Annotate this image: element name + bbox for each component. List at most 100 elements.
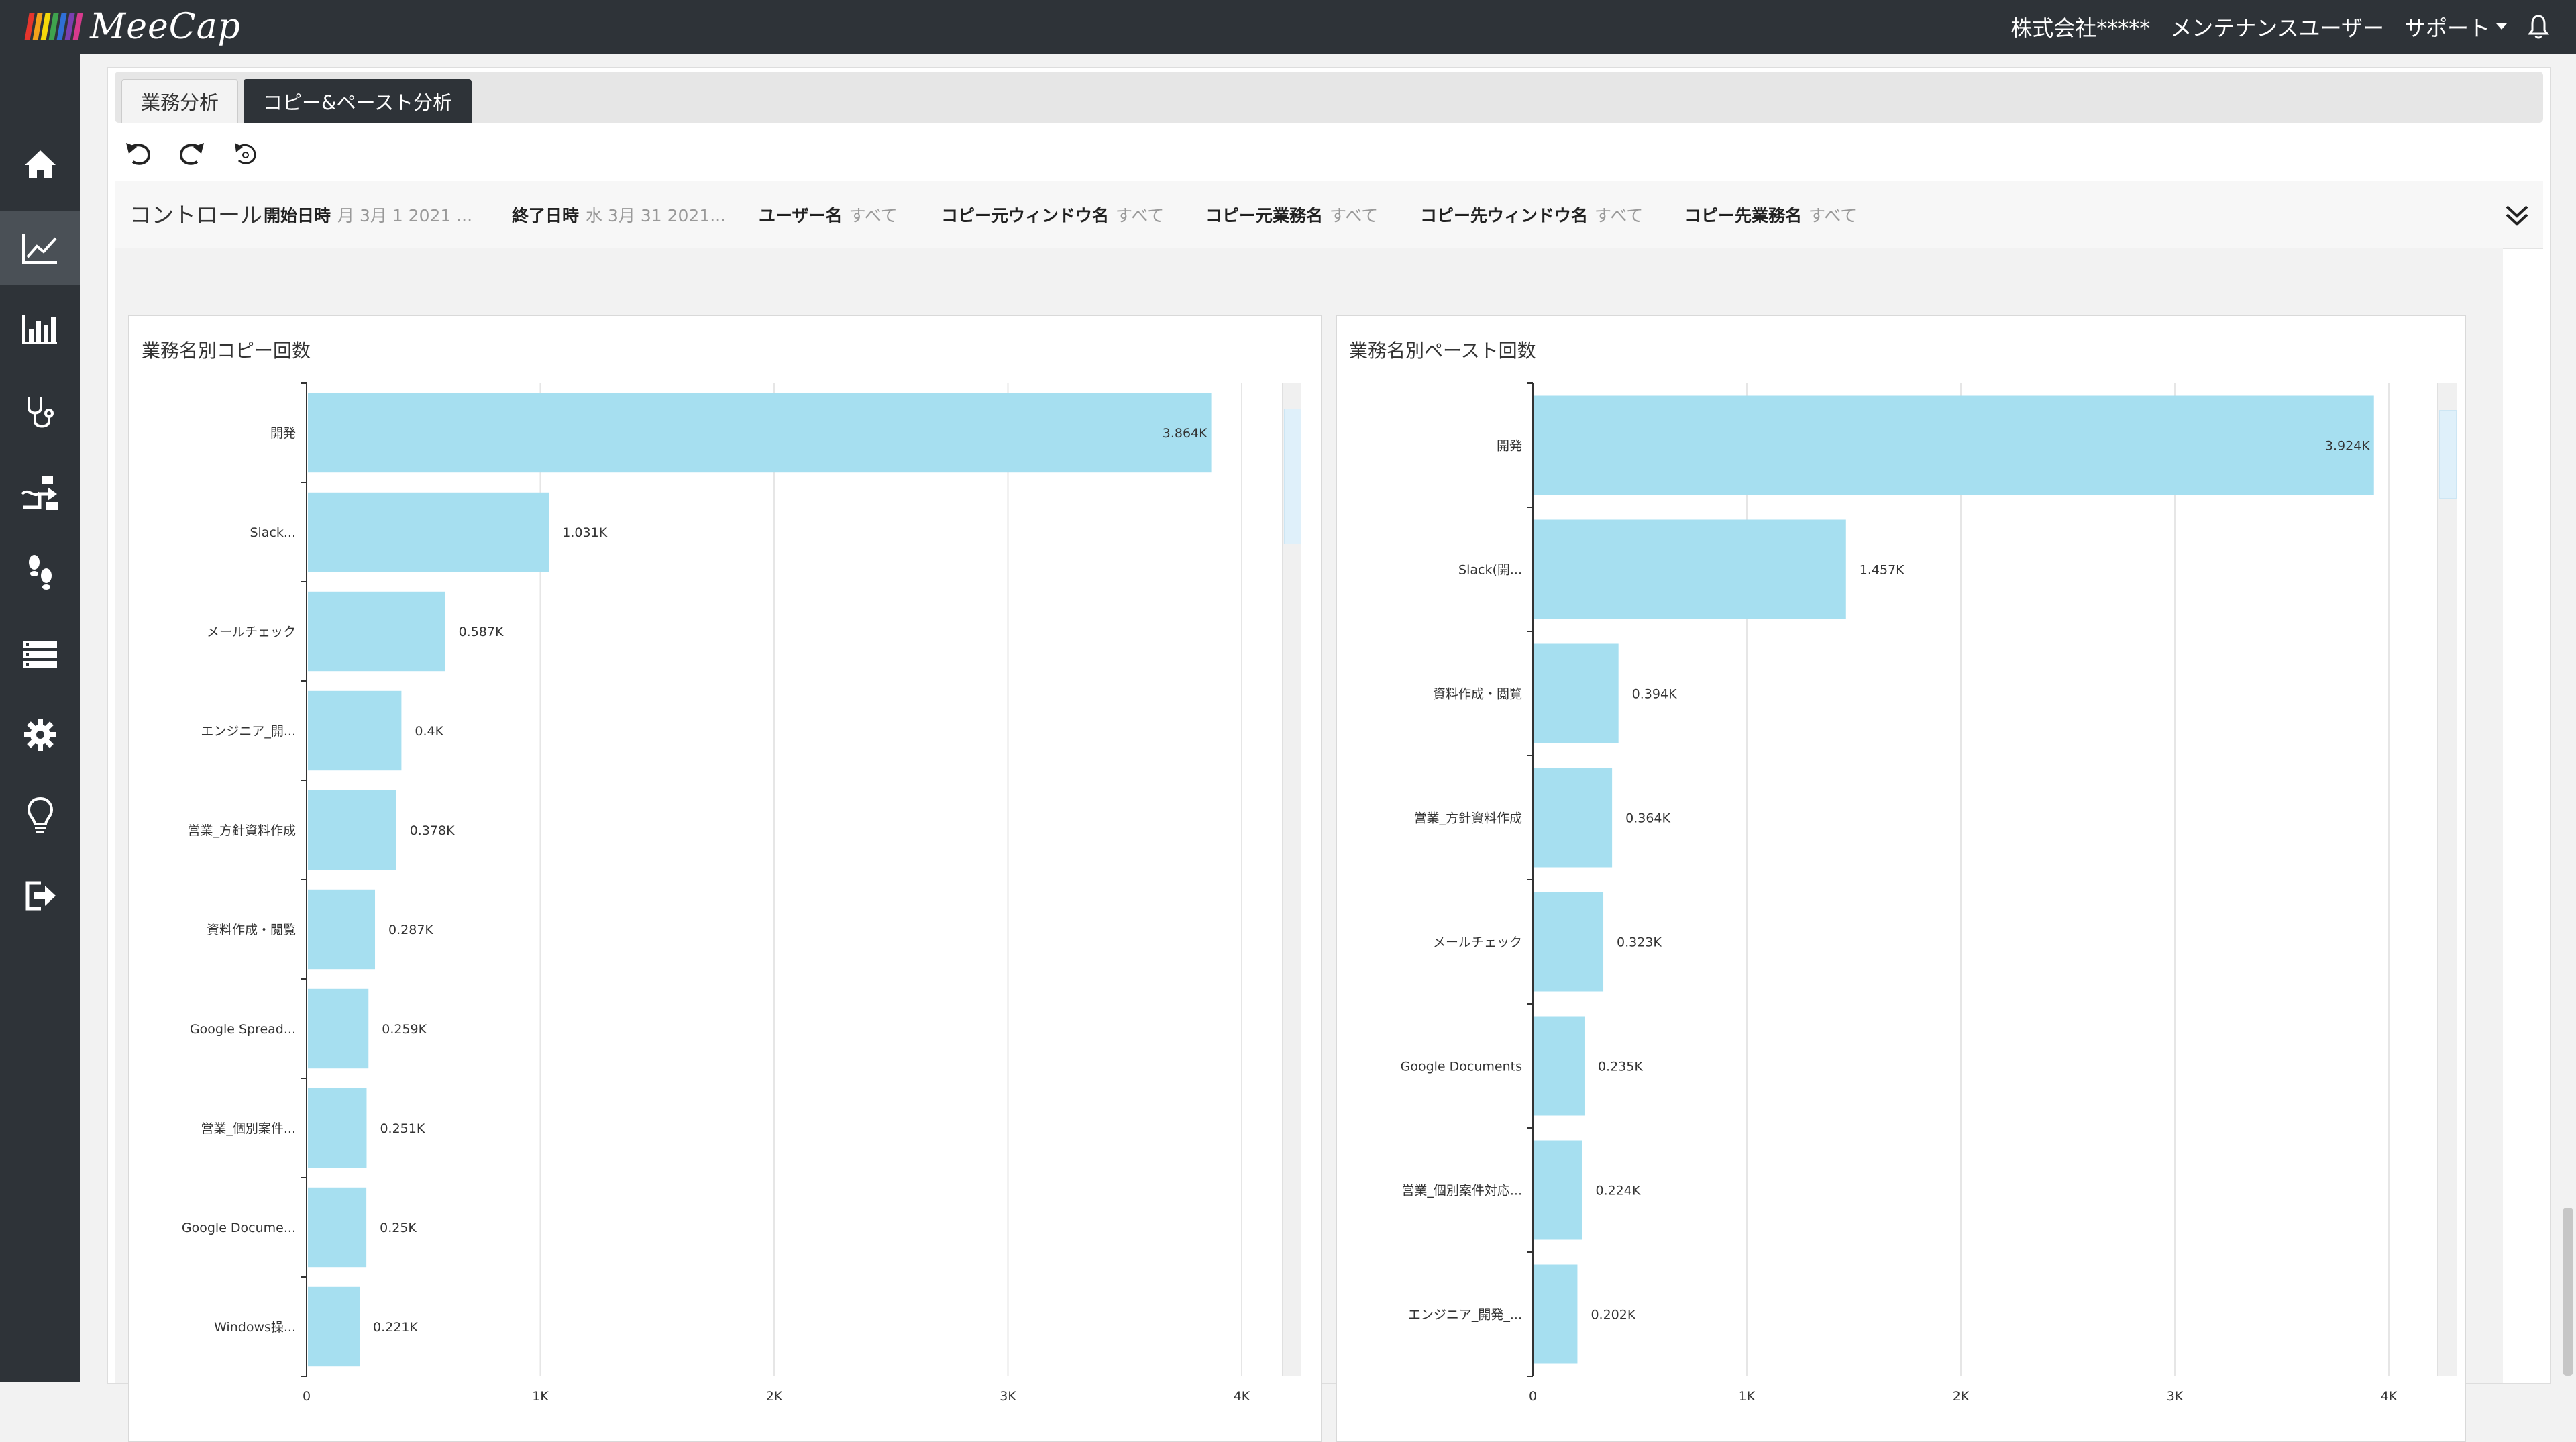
copy-count-bar-chart: 0 1K 2K 3K 4K 開発 3.864K Slack... 1.031K メールチェック 0.… [182, 382, 1250, 1404]
redo-icon [179, 143, 204, 165]
gear-icon [24, 719, 56, 751]
bar [308, 889, 376, 970]
bar [308, 988, 369, 1069]
logout-icon [25, 881, 56, 911]
x-tick-label: 3K [2167, 1389, 2184, 1404]
filter-label: コピー元業務名 [1205, 206, 1324, 225]
reset-icon [235, 143, 256, 164]
copy-count-chart-panel[interactable]: 業務名別コピー回数 0 1K 2K 3K 4K 開発 3.864K Slack... 1.031… [128, 315, 1322, 1442]
filter-copy-source-window[interactable]: コピー元ウィンドウ名 すべて [941, 203, 1164, 227]
x-tick-label: 1K [532, 1389, 549, 1404]
caret-down-icon [2496, 23, 2507, 30]
category-label: 営業_方針資料作成 [187, 823, 296, 838]
bar [1534, 768, 1613, 868]
filter-start-date[interactable]: 開始日時月 3月 1 2021 ... [264, 203, 472, 227]
chart-scroll-thumb[interactable] [2439, 410, 2457, 499]
toolbar [121, 134, 262, 174]
sidebar-item-steps[interactable] [0, 537, 80, 611]
data-label: 0.323K [1617, 935, 1662, 950]
reset-button[interactable] [229, 137, 262, 170]
bar [308, 591, 445, 672]
company-name[interactable]: 株式会社***** [2010, 15, 2151, 41]
filter-label: ユーザー名 [759, 206, 843, 225]
bar [308, 1187, 367, 1268]
category-label: Google Spread... [190, 1022, 296, 1037]
page-scrollbar[interactable] [2563, 1208, 2573, 1376]
bell-icon[interactable] [2528, 14, 2549, 40]
support-menu[interactable]: サポート [2404, 11, 2508, 42]
sidebar-item-tips[interactable] [0, 778, 80, 852]
bar [308, 690, 402, 771]
tab-business-analysis[interactable]: 業務分析 [121, 79, 239, 123]
x-tick-label: 4K [2381, 1389, 2398, 1404]
chart-title: 業務名別ペースト回数 [1349, 340, 1536, 362]
filter-user-name[interactable]: ユーザー名 すべて [759, 203, 898, 227]
filter-label: コピー元ウィンドウ名 [941, 206, 1110, 225]
sidebar-item-home[interactable] [0, 127, 80, 201]
data-label: 0.378K [410, 823, 455, 838]
data-label: 3.924K [2325, 439, 2370, 454]
category-label: Slack(開... [1458, 563, 1522, 578]
data-label: 3.864K [1163, 426, 1208, 441]
bar [1534, 1140, 1582, 1240]
category-label: メールチェック [1433, 935, 1522, 950]
category-label: 営業_方針資料作成 [1413, 811, 1522, 826]
top-bar: MeeCap 株式会社***** メンテナンスユーザー サポート [0, 0, 2576, 54]
brand-name: MeeCap [90, 7, 241, 47]
x-tick-label: 0 [1529, 1389, 1537, 1404]
tab-copy-paste-analysis[interactable]: コピー&ペースト分析 [244, 79, 472, 123]
bar [308, 1088, 367, 1168]
tab-label: 業務分析 [141, 91, 219, 114]
x-tick-label: 0 [303, 1389, 311, 1404]
data-label: 0.259K [382, 1022, 427, 1037]
sidebar-item-report[interactable] [0, 292, 80, 366]
paste-count-bar-chart: 0 1K 2K 3K 4K 開発 3.924K Slack(開... 1.457K 資料作成・閲覧… [1401, 382, 2398, 1404]
visual-area: 業務名別コピー回数 0 1K 2K 3K 4K 開発 3.864K Slack... 1.031… [115, 248, 2503, 1442]
filter-label: 開始日時 [264, 206, 331, 225]
filter-copy-source-business[interactable]: コピー元業務名 すべて [1205, 203, 1378, 227]
data-label: 0.287K [388, 923, 433, 937]
controls-bar: コントロール 開始日時月 3月 1 2021 ... 終了日時水 3月 31 2… [115, 181, 2543, 249]
redo-button[interactable] [175, 137, 209, 170]
data-label: 0.364K [1625, 811, 1670, 826]
sidebar-item-workflow[interactable] [0, 456, 80, 530]
chart-scrollbar[interactable] [2437, 383, 2457, 1376]
category-label: 資料作成・閲覧 [1433, 687, 1522, 702]
bar [1534, 892, 1604, 992]
filter-copy-dest-business[interactable]: コピー先業務名 すべて [1684, 203, 1857, 227]
filter-value: すべて [849, 206, 898, 225]
filter-value: すべて [1116, 206, 1165, 225]
sidebar-item-data[interactable] [0, 617, 80, 691]
sidebar-item-analysis[interactable] [0, 211, 80, 285]
filter-copy-dest-window[interactable]: コピー先ウィンドウ名 すべて [1420, 203, 1643, 227]
undo-button[interactable] [121, 137, 155, 170]
logo-stripes [24, 13, 83, 40]
filter-end-date[interactable]: 終了日時水 3月 31 2021... [512, 203, 726, 227]
double-chevron-down-icon[interactable] [2502, 200, 2532, 231]
chart-scroll-thumb[interactable] [1284, 409, 1301, 544]
category-label: 開発 [270, 426, 296, 441]
footprints-icon [29, 555, 52, 590]
chart-scrollbar[interactable] [1282, 383, 1301, 1376]
category-label: 営業_個別案件... [201, 1121, 296, 1136]
support-label: サポート [2404, 15, 2490, 41]
brand-logo[interactable]: MeeCap [24, 7, 241, 47]
lightbulb-icon [27, 796, 54, 833]
x-tick-label: 3K [1000, 1389, 1016, 1404]
data-label: 0.224K [1595, 1184, 1640, 1198]
category-label: Google Documents [1401, 1060, 1522, 1074]
filter-label: コピー先業務名 [1684, 206, 1803, 225]
logo-stripe [72, 13, 83, 40]
sidebar-item-diagnosis[interactable] [0, 376, 80, 450]
filter-label: 終了日時 [512, 206, 580, 225]
user-name[interactable]: メンテナンスユーザー [2170, 15, 2384, 41]
filter-value: すべて [1330, 206, 1379, 225]
bar-chart-icon [22, 315, 57, 344]
data-label: 0.394K [1632, 687, 1677, 702]
category-label: 開発 [1497, 439, 1522, 454]
sidebar-item-logout[interactable] [0, 859, 80, 933]
data-label: 1.457K [1860, 563, 1904, 578]
paste-count-chart-panel[interactable]: 業務名別ペースト回数 0 1K 2K 3K 4K 開発 3.924K Slack(開... 1.… [1336, 315, 2466, 1442]
sidebar-item-settings[interactable] [0, 698, 80, 772]
category-label: Google Docume... [182, 1221, 296, 1235]
